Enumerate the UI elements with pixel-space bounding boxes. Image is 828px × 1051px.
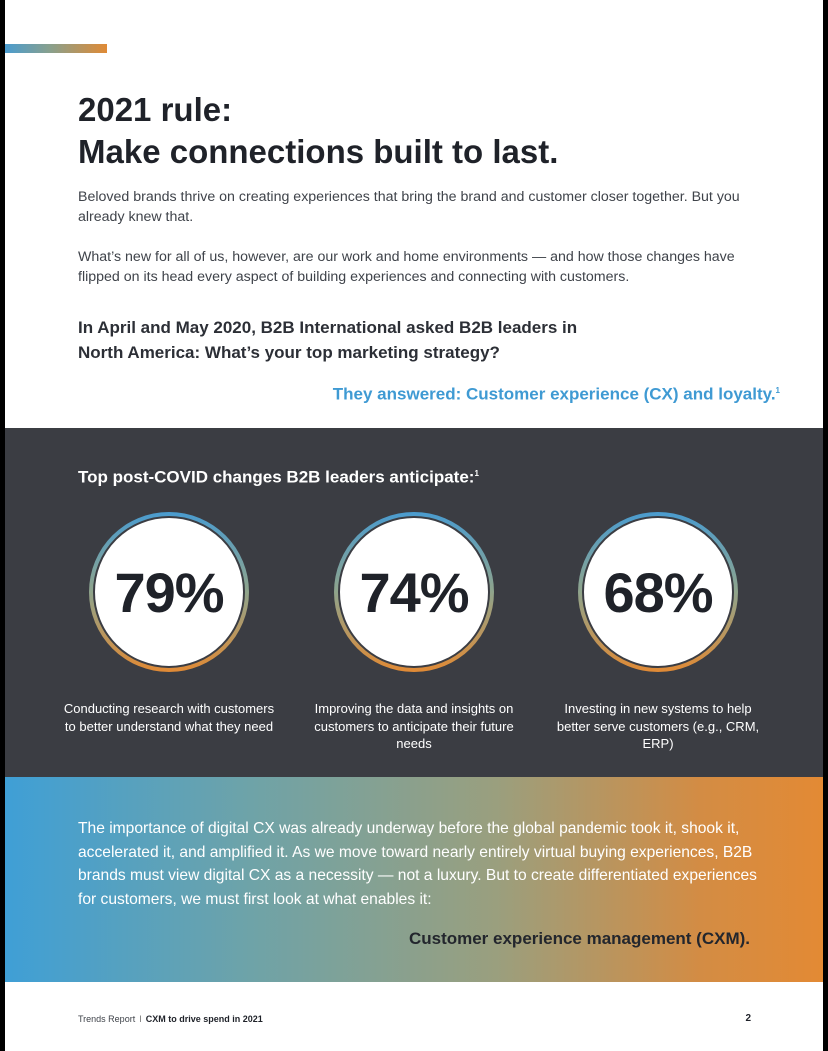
- stat-caption: Improving the data and insights on custo…: [314, 701, 514, 751]
- footnote-marker: 1: [474, 469, 479, 478]
- stat-card: 68% Investing in new systems to help bet…: [548, 512, 768, 753]
- footnote-marker: 1: [775, 386, 780, 395]
- stat-value: 68%: [582, 516, 734, 668]
- footer-separator: I: [139, 1014, 142, 1024]
- stat-ring: 68%: [578, 512, 738, 672]
- page-number: 2: [745, 1013, 751, 1024]
- title-line-1: 2021 rule:: [78, 91, 233, 128]
- survey-question: In April and May 2020, B2B International…: [78, 315, 577, 365]
- stat-ring: 74%: [334, 512, 494, 672]
- footer: Trends Report I CXM to drive spend in 2021: [78, 1014, 263, 1024]
- stats-section: Top post-COVID changes B2B leaders antic…: [5, 428, 823, 777]
- stat-value: 74%: [338, 516, 490, 668]
- footer-subtitle: CXM to drive spend in 2021: [145, 1014, 263, 1024]
- page-title: 2021 rule: Make connections built to las…: [78, 89, 558, 173]
- intro-paragraph-1: Beloved brands thrive on creating experi…: [78, 189, 740, 225]
- closing-section: The importance of digital CX was already…: [5, 777, 823, 982]
- stat-caption: Investing in new systems to help better …: [556, 701, 760, 751]
- survey-question-line-1: In April and May 2020, B2B International…: [78, 318, 578, 337]
- document-page: 2021 rule: Make connections built to las…: [5, 0, 823, 1051]
- survey-answer-text: They answered: Customer experience (CX) …: [332, 384, 776, 404]
- stats-heading: Top post-COVID changes B2B leaders antic…: [78, 462, 479, 490]
- accent-bar: [5, 44, 107, 53]
- stat-ring: 79%: [89, 512, 249, 672]
- stat-caption: Conducting research with customers to be…: [63, 701, 275, 734]
- survey-answer: They answered: Customer experience (CX) …: [333, 379, 780, 407]
- closing-highlight: Customer experience management (CXM).: [408, 929, 750, 948]
- survey-question-line-2: North America: What’s your top marketing…: [78, 343, 500, 362]
- stat-card: 74% Improving the data and insights on c…: [304, 512, 524, 753]
- footer-report-name: Trends Report: [78, 1014, 136, 1024]
- stats-heading-text: Top post-COVID changes B2B leaders antic…: [78, 467, 475, 487]
- title-line-2: Make connections built to last.: [78, 133, 559, 170]
- intro-paragraph-2: What’s new for all of us, however, are o…: [78, 249, 735, 285]
- stat-value: 79%: [93, 516, 245, 668]
- closing-paragraph: The importance of digital CX was already…: [78, 820, 757, 908]
- stat-card: 79% Conducting research with customers t…: [59, 512, 279, 735]
